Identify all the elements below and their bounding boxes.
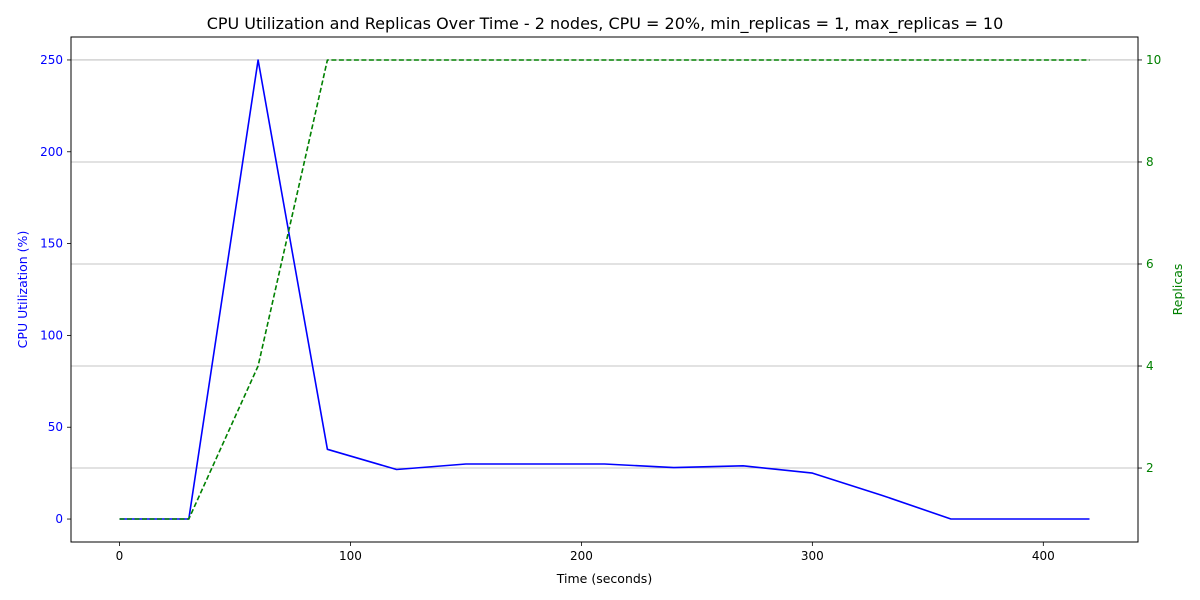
y-right-tick-label: 2 (1146, 461, 1154, 475)
series-cpu-line (119, 59, 1090, 520)
y-left-tick-label: 150 (40, 237, 63, 251)
y-right-tick-label: 4 (1146, 359, 1154, 373)
y-right-tick-label: 10 (1146, 53, 1161, 67)
x-tick-label: 300 (801, 549, 824, 563)
y-left-tick-label: 50 (48, 420, 63, 434)
x-tick-label: 100 (339, 549, 362, 563)
y-axis-right: 2 4 6 8 10 (1138, 53, 1161, 475)
series-replicas-line (119, 59, 1090, 520)
y-right-tick-label: 8 (1146, 155, 1154, 169)
y-right-tick-label: 6 (1146, 257, 1154, 271)
y-left-tick-label: 200 (40, 145, 63, 159)
y-left-tick-label: 250 (40, 53, 63, 67)
y-left-tick-label: 0 (55, 512, 63, 526)
plot-frame (70, 36, 1139, 543)
x-tick-label: 200 (570, 549, 593, 563)
y-axis-right-title: Replicas (1170, 264, 1185, 316)
chart-title: CPU Utilization and Replicas Over Time -… (207, 14, 1004, 34)
x-axis: 0 100 200 300 400 (116, 542, 1055, 563)
x-axis-title: Time (seconds) (556, 571, 652, 586)
x-tick-label: 400 (1032, 549, 1055, 563)
x-tick-label: 0 (116, 549, 124, 563)
y-axis-left: 0 50 100 150 200 250 (40, 53, 71, 526)
y-left-tick-label: 100 (40, 328, 63, 342)
series-layer (119, 59, 1090, 520)
y-axis-left-title: CPU Utilization (%) (15, 231, 30, 349)
